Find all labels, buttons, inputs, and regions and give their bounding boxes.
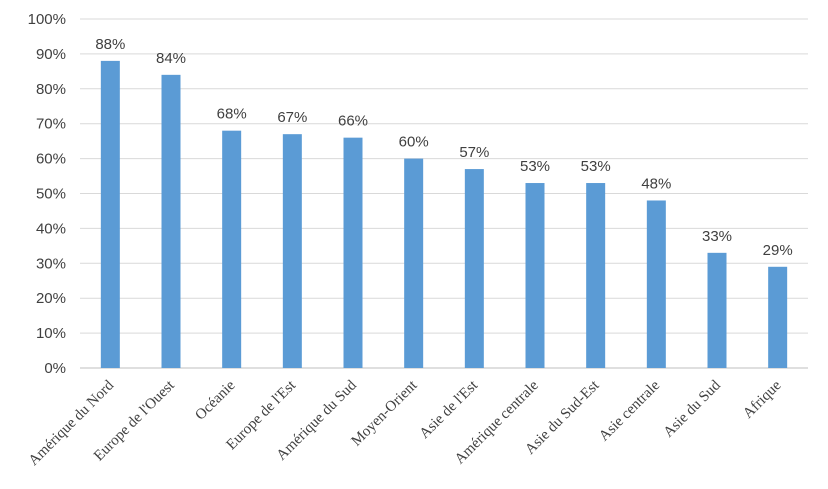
bars (100, 60, 788, 368)
bar (404, 158, 424, 368)
bar (586, 183, 606, 368)
x-tick-label: Asie centrale (596, 377, 663, 444)
data-label: 29% (763, 242, 793, 259)
data-label: 88% (95, 36, 125, 53)
y-tick-label: 30% (36, 255, 66, 272)
y-tick-label: 90% (36, 46, 66, 63)
data-label: 48% (641, 175, 671, 192)
data-labels: 88% 84% 68% 67% 66% 60% 57% 53% 53% 48% 33% 29% (95, 36, 792, 259)
bar (100, 60, 120, 368)
x-tick-label: Asie du Sud (661, 377, 725, 441)
data-label: 68% (217, 106, 247, 123)
y-tick-label: 100% (28, 11, 66, 28)
y-axis-ticks: 0% 10% 20% 30% 40% 50% 60% 70% 80% 90% 100% (28, 11, 66, 377)
y-tick-label: 70% (36, 116, 66, 133)
data-label: 53% (581, 158, 611, 175)
x-tick-label: Océanie (192, 377, 238, 423)
data-label: 66% (338, 113, 368, 130)
bar (646, 200, 666, 368)
bar (343, 137, 363, 368)
data-label: 53% (520, 158, 550, 175)
x-tick-label: Moyen-Orient (349, 377, 422, 450)
data-label: 33% (702, 228, 732, 245)
y-tick-label: 0% (44, 360, 66, 377)
bar (768, 266, 788, 368)
data-label: 84% (156, 50, 186, 67)
y-tick-label: 20% (36, 290, 66, 307)
x-tick-label: Asie de l'Est (417, 377, 482, 442)
y-tick-label: 10% (36, 325, 66, 342)
y-tick-label: 60% (36, 151, 66, 168)
y-tick-label: 80% (36, 81, 66, 98)
bar (525, 183, 545, 368)
y-tick-label: 50% (36, 186, 66, 203)
data-label: 57% (459, 144, 489, 161)
bar (161, 74, 181, 368)
y-tick-label: 40% (36, 220, 66, 237)
bar (707, 252, 727, 368)
bar (282, 134, 302, 368)
gridlines (80, 18, 808, 369)
data-label: 60% (399, 134, 429, 151)
x-tick-label: Afrique (740, 377, 785, 422)
data-label: 67% (277, 109, 307, 126)
bar (222, 130, 242, 368)
bar (464, 169, 484, 368)
